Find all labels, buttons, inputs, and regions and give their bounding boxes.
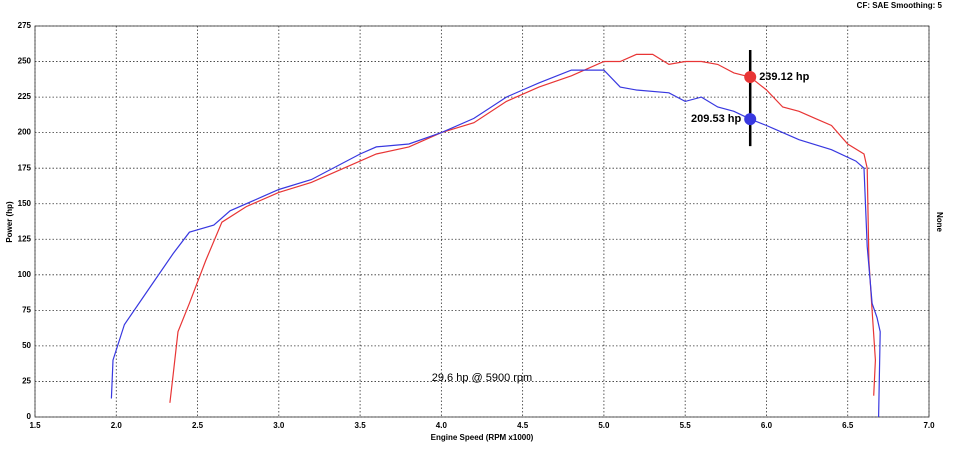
y-tick-label: 50 [22, 341, 31, 350]
x-tick-label: 3.5 [355, 421, 367, 430]
y-tick-label: 275 [18, 21, 32, 30]
x-tick-label: 6.5 [842, 421, 854, 430]
x-tick-label: 5.0 [598, 421, 610, 430]
chart-header: CF: SAE Smoothing: 5 [857, 1, 943, 10]
marker-label: 209.53 hp [691, 113, 741, 125]
x-tick-label: 4.0 [436, 421, 448, 430]
x-tick-label: 6.0 [761, 421, 773, 430]
y-tick-label: 75 [22, 305, 31, 314]
x-tick-label: 4.5 [517, 421, 529, 430]
y-tick-label: 150 [18, 199, 32, 208]
y-tick-label: 0 [27, 412, 32, 421]
x-tick-label: 2.5 [192, 421, 204, 430]
x-tick-label: 7.0 [923, 421, 935, 430]
y-tick-label: 125 [18, 234, 32, 243]
y-tick-label: 100 [18, 270, 32, 279]
annotation: 29.6 hp @ 5900 rpm [432, 372, 532, 384]
x-tick-label: 5.5 [680, 421, 692, 430]
series-line [110, 69, 881, 418]
y-axis-label: Power (hp) [5, 201, 14, 243]
x-tick-label: 2.0 [111, 421, 123, 430]
y-tick-label: 25 [22, 377, 31, 386]
series-line [169, 53, 877, 403]
plot-frame [34, 25, 930, 418]
x-tick-label: 3.0 [273, 421, 285, 430]
y-tick-label: 250 [18, 57, 32, 66]
y2-axis-label: None [935, 212, 944, 233]
marker-label: 239.12 hp [759, 71, 809, 83]
y-tick-label: 175 [18, 163, 32, 172]
x-axis-label: Engine Speed (RPM x1000) [431, 433, 534, 442]
y-tick-label: 225 [18, 92, 32, 101]
y-tick-label: 200 [18, 128, 32, 137]
x-tick-label: 1.5 [29, 421, 41, 430]
marker [744, 113, 757, 126]
marker [744, 71, 757, 84]
